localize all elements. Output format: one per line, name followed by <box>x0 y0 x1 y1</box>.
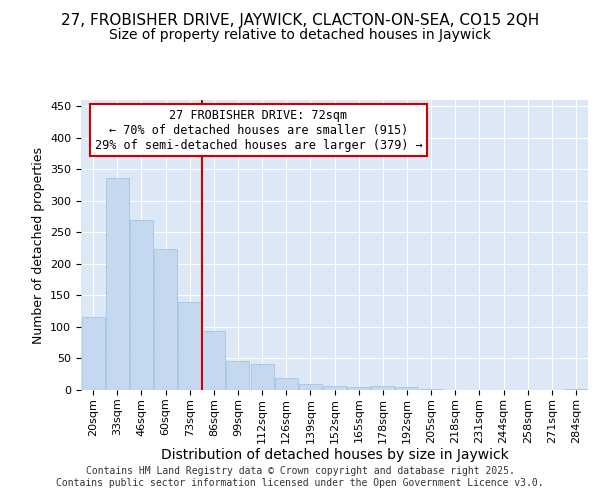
Bar <box>130 220 153 390</box>
Bar <box>154 250 177 390</box>
Bar <box>251 364 274 390</box>
Bar <box>323 386 346 390</box>
X-axis label: Distribution of detached houses by size in Jaywick: Distribution of detached houses by size … <box>161 448 508 462</box>
Bar <box>419 388 443 390</box>
Bar <box>565 388 587 390</box>
Bar <box>82 317 104 390</box>
Text: Size of property relative to detached houses in Jaywick: Size of property relative to detached ho… <box>109 28 491 42</box>
Text: 27, FROBISHER DRIVE, JAYWICK, CLACTON-ON-SEA, CO15 2QH: 27, FROBISHER DRIVE, JAYWICK, CLACTON-ON… <box>61 12 539 28</box>
Bar <box>395 387 418 390</box>
Text: 27 FROBISHER DRIVE: 72sqm
← 70% of detached houses are smaller (915)
29% of semi: 27 FROBISHER DRIVE: 72sqm ← 70% of detac… <box>95 108 422 152</box>
Bar <box>178 302 201 390</box>
Y-axis label: Number of detached properties: Number of detached properties <box>32 146 44 344</box>
Bar <box>299 384 322 390</box>
Bar <box>371 386 394 390</box>
Bar <box>226 361 250 390</box>
Bar <box>275 378 298 390</box>
Bar <box>347 387 370 390</box>
Bar <box>106 178 128 390</box>
Text: Contains HM Land Registry data © Crown copyright and database right 2025.
Contai: Contains HM Land Registry data © Crown c… <box>56 466 544 487</box>
Bar <box>202 332 225 390</box>
